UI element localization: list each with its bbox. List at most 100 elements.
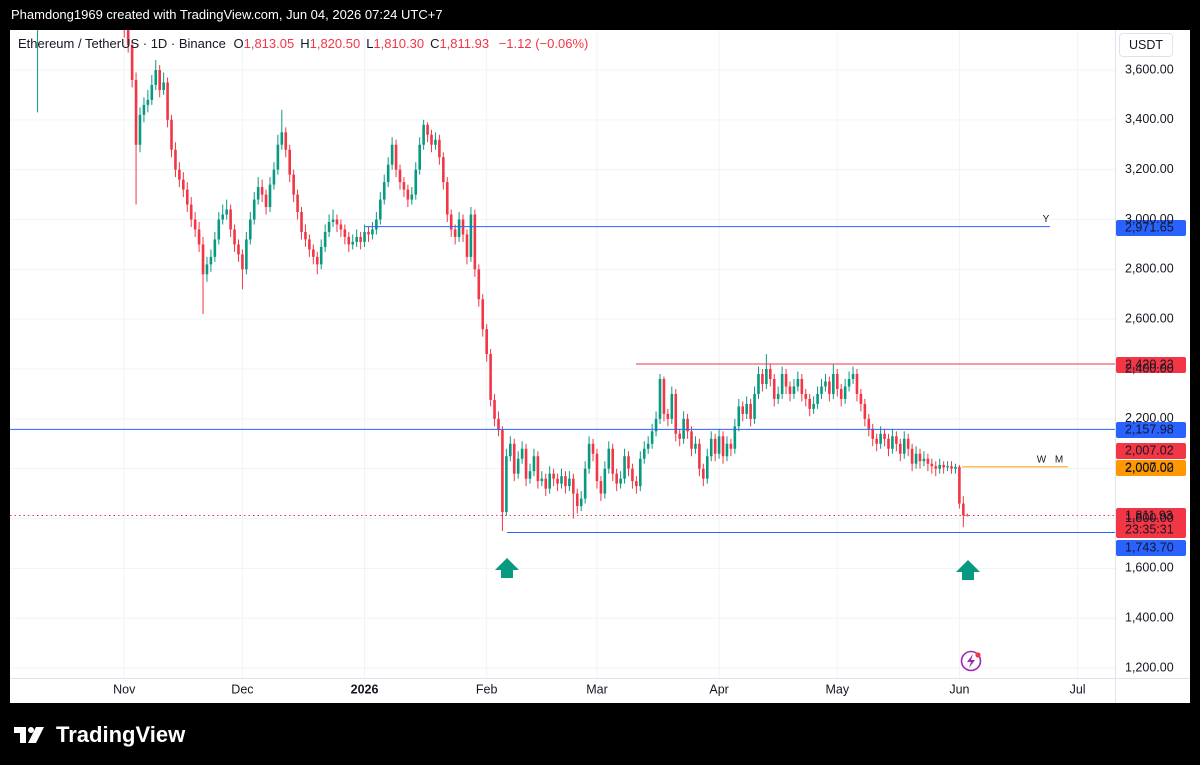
candle-body bbox=[469, 214, 473, 257]
candle-body bbox=[154, 69, 158, 85]
candle-body bbox=[481, 299, 485, 330]
candle-body bbox=[820, 386, 823, 394]
candle-body bbox=[674, 393, 678, 434]
candle-body bbox=[158, 69, 161, 90]
candle-body bbox=[465, 234, 469, 257]
candle-body bbox=[690, 431, 693, 449]
candle-body bbox=[375, 219, 378, 230]
candle-body bbox=[666, 413, 670, 419]
y-tick-label: 2,600.00 bbox=[1125, 311, 1174, 325]
y-tick-label: 1,200.00 bbox=[1125, 660, 1174, 674]
price-label-box bbox=[1116, 220, 1186, 236]
candle-body bbox=[784, 373, 788, 387]
candle-body bbox=[962, 503, 965, 516]
candle-body bbox=[619, 478, 622, 484]
candle-body bbox=[796, 378, 800, 387]
y-tick-label: 2,400.00 bbox=[1125, 361, 1174, 375]
candle-body bbox=[122, 30, 126, 31]
candle-body bbox=[398, 169, 402, 183]
alert-badge bbox=[975, 652, 981, 658]
candle-body bbox=[568, 478, 571, 487]
price-label: 1,811.93 bbox=[1125, 508, 1173, 522]
candle-body bbox=[642, 448, 646, 459]
candle-body bbox=[686, 418, 689, 432]
candle-body bbox=[875, 438, 878, 444]
candle-body bbox=[607, 448, 611, 469]
candle-body bbox=[280, 132, 284, 145]
candle-body bbox=[355, 236, 358, 242]
x-tick-label: Apr bbox=[709, 682, 728, 696]
y-tick-label: 1,400.00 bbox=[1125, 610, 1174, 624]
candle-body bbox=[524, 448, 528, 479]
candle-body bbox=[623, 456, 626, 479]
candle-body bbox=[422, 124, 425, 145]
candle-body bbox=[654, 418, 658, 432]
candle-body bbox=[965, 515, 969, 517]
candle-body bbox=[698, 443, 701, 469]
candle-body bbox=[733, 426, 737, 449]
candle-body bbox=[32, 0, 35, 15]
candle-body bbox=[382, 182, 386, 200]
candle-body bbox=[379, 199, 382, 220]
candle-body bbox=[922, 458, 926, 462]
candle-body bbox=[162, 82, 165, 90]
x-tick-label: Mar bbox=[586, 682, 608, 696]
candle-body bbox=[702, 468, 705, 479]
chart-panel bbox=[10, 30, 1190, 703]
candle-body bbox=[485, 329, 488, 355]
axes: 1,200.00 1,400.00 1,600.00 1,800.00 2,000.00… bbox=[113, 62, 1174, 696]
candle-body bbox=[520, 448, 524, 459]
candle-body bbox=[323, 231, 327, 247]
candle-body bbox=[879, 433, 882, 444]
candle-body bbox=[473, 214, 477, 270]
candle-body bbox=[611, 448, 615, 474]
candle-body bbox=[902, 438, 906, 454]
ohlc-values: O1,813.05 H1,820.50 L1,810.30 C1,811.93 bbox=[229, 36, 495, 51]
candle-body bbox=[906, 438, 910, 449]
y-tick-label: 3,200.00 bbox=[1125, 162, 1174, 176]
candle-body bbox=[509, 443, 512, 457]
candle-body bbox=[331, 219, 335, 222]
candle-body bbox=[745, 403, 748, 414]
candle-body bbox=[312, 249, 315, 257]
currency-button[interactable]: USDT bbox=[1119, 33, 1173, 57]
candle-body bbox=[343, 229, 347, 237]
candle-body bbox=[552, 473, 555, 479]
candle-body bbox=[772, 378, 776, 399]
candle-body bbox=[170, 119, 173, 150]
candle-body bbox=[304, 231, 307, 240]
candle-body bbox=[572, 478, 575, 494]
candle-body bbox=[729, 443, 733, 449]
x-tick-label: Jun bbox=[949, 682, 969, 696]
candle-body bbox=[540, 478, 544, 482]
candle-body bbox=[938, 464, 941, 469]
candle-body bbox=[406, 189, 410, 200]
candle-body bbox=[193, 219, 197, 230]
ohlc-value: 1,810.30 bbox=[373, 36, 425, 51]
price-label-box bbox=[1116, 460, 1186, 476]
candle-body bbox=[512, 443, 516, 474]
candle-body bbox=[946, 466, 949, 468]
candle-body bbox=[564, 476, 567, 487]
alert-icon[interactable] bbox=[960, 650, 982, 672]
candle-body bbox=[883, 433, 886, 439]
candle-body bbox=[828, 381, 831, 394]
candle-body bbox=[871, 428, 875, 439]
candle-body bbox=[501, 430, 504, 513]
candle-body bbox=[107, 0, 110, 7]
brand-name: TradingView bbox=[56, 722, 186, 747]
attribution: Phamdong1969 created with TradingView.co… bbox=[11, 7, 443, 22]
candle-body bbox=[765, 369, 768, 384]
level-text: W M bbox=[1037, 455, 1064, 466]
candle-body bbox=[138, 114, 142, 145]
candle-body bbox=[426, 124, 429, 135]
candle-body bbox=[627, 456, 630, 469]
candle-body bbox=[560, 476, 563, 484]
candle-body bbox=[958, 466, 961, 504]
candle-body bbox=[335, 219, 339, 225]
y-tick-label: 2,200.00 bbox=[1125, 411, 1174, 425]
y-tick-label: 2,000.00 bbox=[1125, 461, 1174, 475]
candle-body bbox=[182, 179, 185, 190]
candle-body bbox=[91, 0, 94, 5]
candle-body bbox=[556, 478, 559, 484]
